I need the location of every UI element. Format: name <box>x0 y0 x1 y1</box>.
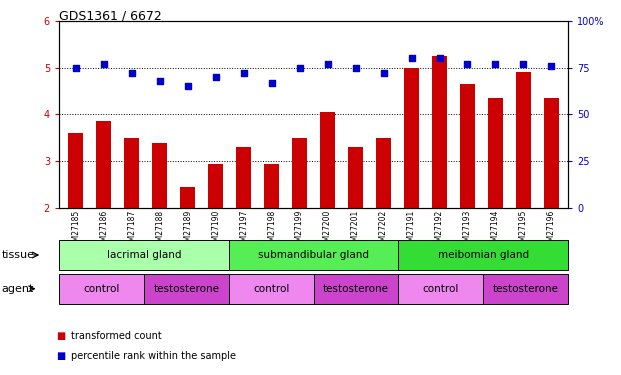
Bar <box>544 98 559 208</box>
Point <box>211 74 220 80</box>
Point <box>435 55 445 61</box>
Text: ■: ■ <box>56 331 65 340</box>
Text: tissue: tissue <box>1 250 34 260</box>
Point <box>238 70 248 76</box>
Bar <box>152 142 168 208</box>
Point <box>546 63 556 69</box>
Point <box>183 83 193 89</box>
Bar <box>124 138 140 208</box>
Point <box>266 80 276 86</box>
Text: testosterone: testosterone <box>153 284 219 294</box>
Bar <box>404 68 419 208</box>
Bar <box>96 122 111 208</box>
Text: meibomian gland: meibomian gland <box>438 250 529 260</box>
Text: GDS1361 / 6672: GDS1361 / 6672 <box>59 9 161 22</box>
Text: ■: ■ <box>56 351 65 361</box>
Bar <box>68 133 83 208</box>
Bar <box>376 138 391 208</box>
Bar <box>516 72 531 208</box>
Point <box>463 61 473 67</box>
Bar <box>208 164 224 208</box>
Bar <box>180 187 196 208</box>
Bar <box>348 147 363 208</box>
Point <box>407 55 417 61</box>
Text: transformed count: transformed count <box>71 331 162 340</box>
Text: testosterone: testosterone <box>493 284 559 294</box>
Bar <box>236 147 252 208</box>
Text: control: control <box>423 284 459 294</box>
Bar <box>460 84 475 208</box>
Point <box>351 64 361 70</box>
Text: agent: agent <box>1 284 34 294</box>
Point <box>294 64 304 70</box>
Bar <box>320 112 335 208</box>
Bar <box>264 164 279 208</box>
Point <box>99 61 109 67</box>
Bar <box>487 98 503 208</box>
Text: lacrimal gland: lacrimal gland <box>107 250 181 260</box>
Bar <box>432 56 447 208</box>
Text: control: control <box>253 284 289 294</box>
Point <box>519 61 528 67</box>
Text: control: control <box>83 284 120 294</box>
Point <box>323 61 333 67</box>
Point <box>71 64 81 70</box>
Bar <box>292 138 307 208</box>
Point <box>155 78 165 84</box>
Point <box>379 70 389 76</box>
Text: percentile rank within the sample: percentile rank within the sample <box>71 351 237 361</box>
Point <box>491 61 501 67</box>
Point <box>127 70 137 76</box>
Text: submandibular gland: submandibular gland <box>258 250 369 260</box>
Text: testosterone: testosterone <box>323 284 389 294</box>
